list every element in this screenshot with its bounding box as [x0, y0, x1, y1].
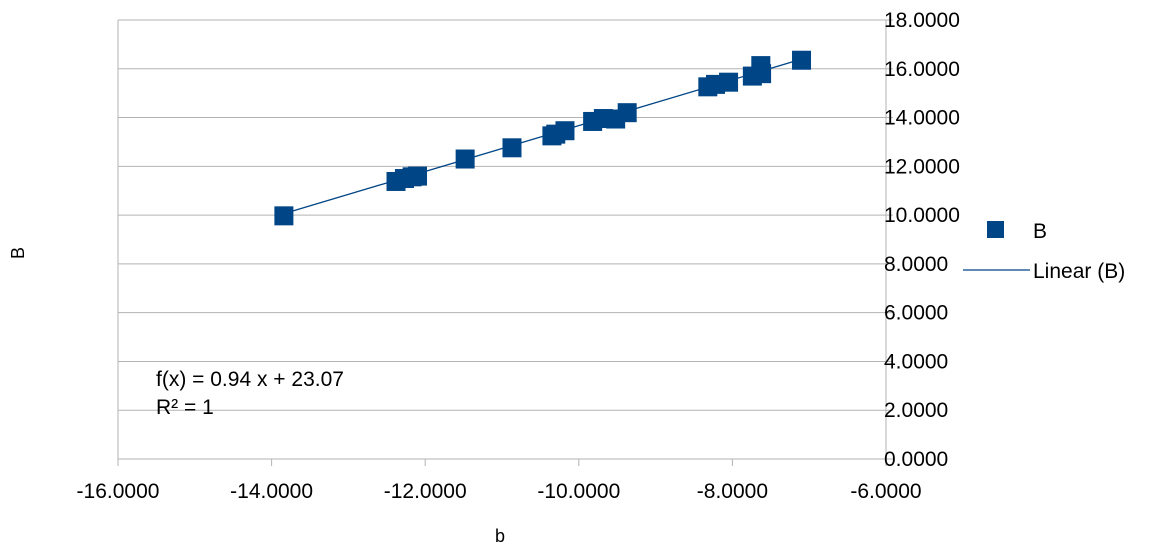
y-tick-label: 4.0000 — [884, 350, 948, 373]
y-tick-label: 12.0000 — [884, 155, 960, 178]
data-point — [408, 166, 428, 186]
data-point — [502, 138, 522, 158]
legend-label-series: B — [1033, 220, 1047, 243]
y-tick-label: 8.0000 — [884, 253, 948, 276]
x-tick-label: -12.0000 — [384, 480, 467, 503]
x-tick-label: -16.0000 — [77, 480, 160, 503]
data-point — [751, 56, 771, 76]
y-tick-label: 6.0000 — [884, 302, 948, 325]
y-tick-label: 16.0000 — [884, 58, 960, 81]
y-tick-label: 18.0000 — [884, 9, 960, 32]
x-tick-label: -14.0000 — [230, 480, 313, 503]
legend-marker-square — [987, 221, 1004, 238]
trendline-r2: R² = 1 — [156, 396, 214, 419]
data-point — [555, 121, 575, 141]
x-tick-label: -6.0000 — [850, 480, 921, 503]
axes — [117, 19, 893, 466]
y-tick-label: 14.0000 — [884, 107, 960, 130]
trendline-equation: f(x) = 0.94 x + 23.07 — [156, 368, 344, 391]
y-tick-label: 0.0000 — [884, 448, 948, 471]
data-point — [274, 206, 294, 226]
data-point — [792, 50, 812, 70]
x-tick-label: -8.0000 — [697, 480, 768, 503]
y-tick-label: 2.0000 — [884, 399, 948, 422]
legend: B Linear (B) — [963, 220, 1125, 283]
legend-label-trend: Linear (B) — [1033, 260, 1125, 283]
data-point — [719, 72, 739, 92]
data-point — [617, 103, 637, 123]
grid-lines — [118, 19, 886, 460]
x-tick-label: -10.0000 — [537, 480, 620, 503]
y-tick-label: 10.0000 — [884, 204, 960, 227]
data-points — [274, 50, 812, 226]
x-axis-title: b — [495, 526, 505, 546]
tick-labels: 0.0000 2.0000 4.0000 6.0000 8.0000 10.0000 12.… — [77, 9, 960, 503]
y-axis-title: B — [8, 247, 28, 259]
data-point — [455, 149, 475, 169]
